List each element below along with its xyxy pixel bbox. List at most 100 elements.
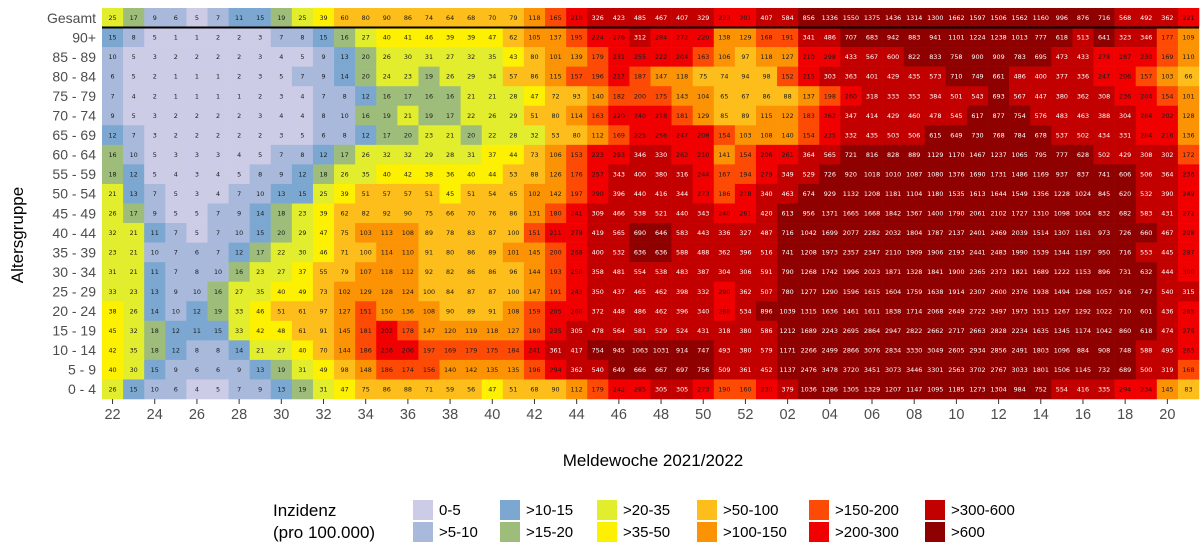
cell-value-label: 262 [824, 112, 836, 120]
cell-value-label: 436 [1161, 307, 1173, 315]
heatmap-cell [523, 281, 546, 302]
cell-value-label: 1996 [843, 268, 859, 276]
cell-value-label: 1914 [948, 288, 964, 296]
cell-value-label: 148 [360, 366, 372, 374]
heatmap-cell [207, 379, 229, 400]
cell-value-label: 1506 [1054, 366, 1070, 374]
cell-value-label: 200 [549, 249, 561, 257]
cell-value-label: 240 [718, 210, 730, 218]
heatmap-cell [312, 262, 335, 282]
cell-value-label: 90 [404, 210, 412, 218]
cell-value-label: 833 [929, 53, 941, 61]
heatmap-cell [671, 340, 693, 361]
heatmap-cell [186, 262, 208, 282]
cell-value-label: 71 [425, 386, 433, 394]
cell-value-label: 120 [444, 327, 456, 335]
heatmap-cell [186, 320, 208, 341]
heatmap-cell [523, 164, 546, 185]
cell-value-label: 262 [676, 151, 688, 159]
cell-value-label: 28 [509, 131, 517, 139]
heatmap-cell [1114, 340, 1137, 361]
cell-value-label: 100 [507, 229, 519, 237]
cell-value-label: 165 [549, 14, 561, 22]
cell-value-label: 234 [1140, 386, 1152, 394]
x-tick-label: 34 [358, 407, 374, 423]
cell-value-label: 2077 [843, 229, 859, 237]
heatmap-cell [123, 379, 145, 400]
cell-value-label: 106 [549, 151, 561, 159]
heatmap-cell [988, 203, 1010, 224]
heatmap-cell [629, 262, 651, 282]
cell-value-label: 33 [108, 288, 116, 296]
cell-value-label: 509 [718, 366, 730, 374]
cell-value-label: 12 [193, 307, 201, 315]
heatmap-cell [777, 86, 799, 107]
heatmap-cell [1072, 301, 1094, 322]
heatmap-cell [418, 8, 440, 28]
heatmap-cell [481, 223, 504, 243]
heatmap-cell [566, 164, 588, 185]
cell-value-label: 57 [383, 190, 391, 198]
heatmap-cell [1009, 203, 1031, 224]
cell-value-label: 754 [1014, 112, 1026, 120]
heatmap-cell [1156, 359, 1179, 380]
cell-value-label: 157 [571, 73, 583, 81]
cell-value-label: 481 [613, 268, 625, 276]
heatmap-cell [523, 223, 546, 243]
cell-value-label: 730 [971, 131, 983, 139]
cell-value-label: 447 [1035, 92, 1047, 100]
cell-value-label: 1356 [1033, 190, 1049, 198]
heatmap-cell [123, 359, 145, 380]
cell-value-label: 64 [446, 14, 454, 22]
cell-value-label: 777 [1056, 151, 1068, 159]
heatmap-cell [102, 320, 124, 341]
cell-value-label: 145 [528, 249, 540, 257]
cell-value-label: 435 [908, 73, 920, 81]
heatmap-cell [165, 223, 187, 243]
heatmap-cell [1030, 281, 1052, 302]
heatmap-cell [397, 242, 419, 263]
cell-value-label: 108 [760, 131, 772, 139]
cell-value-label: 1314 [906, 14, 922, 22]
heatmap-cell [1051, 340, 1073, 361]
cell-value-label: 1286 [822, 386, 838, 394]
heatmap-cell [334, 281, 356, 302]
heatmap-cell [924, 320, 947, 341]
cell-value-label: 500 [1140, 366, 1152, 374]
row-label: 85 - 89 [52, 49, 96, 65]
heatmap-cell [861, 183, 883, 204]
cell-value-label: 42 [108, 346, 116, 354]
cell-value-label: 576 [1035, 112, 1047, 120]
cell-value-label: 920 [845, 170, 857, 178]
heatmap-cell [671, 164, 693, 185]
heatmap-cell [819, 105, 841, 126]
cell-value-label: 600 [887, 53, 899, 61]
cell-value-label: 1171 [779, 346, 795, 354]
cell-value-label: 1790 [948, 210, 964, 218]
cell-value-label: 1821 [1012, 268, 1028, 276]
cell-value-label: 37 [298, 268, 306, 276]
cell-value-label: 1636 [822, 307, 838, 315]
heatmap-cell [144, 86, 166, 107]
heatmap-cell [1093, 183, 1115, 204]
cell-value-label: 832 [1098, 210, 1110, 218]
cell-value-label: 5 [258, 151, 262, 159]
heatmap-cell [819, 223, 841, 243]
heatmap-cell [903, 281, 926, 302]
heatmap-cell [102, 281, 124, 302]
heatmap-cell [312, 8, 335, 28]
heatmap-cell [1114, 301, 1137, 322]
heatmap-cell [460, 183, 483, 204]
cell-value-label: 3720 [843, 366, 859, 374]
heatmap-cell [1009, 359, 1031, 380]
cell-value-label: 11 [193, 327, 201, 335]
cell-value-label: 108 [507, 307, 519, 315]
cell-value-label: 4 [216, 170, 220, 178]
heatmap-cell [819, 203, 841, 224]
heatmap-cell [566, 105, 588, 126]
heatmap-cell [397, 164, 419, 185]
heatmap-cell [650, 105, 672, 126]
cell-value-label: 1842 [885, 210, 901, 218]
cell-value-label: 2649 [948, 307, 964, 315]
